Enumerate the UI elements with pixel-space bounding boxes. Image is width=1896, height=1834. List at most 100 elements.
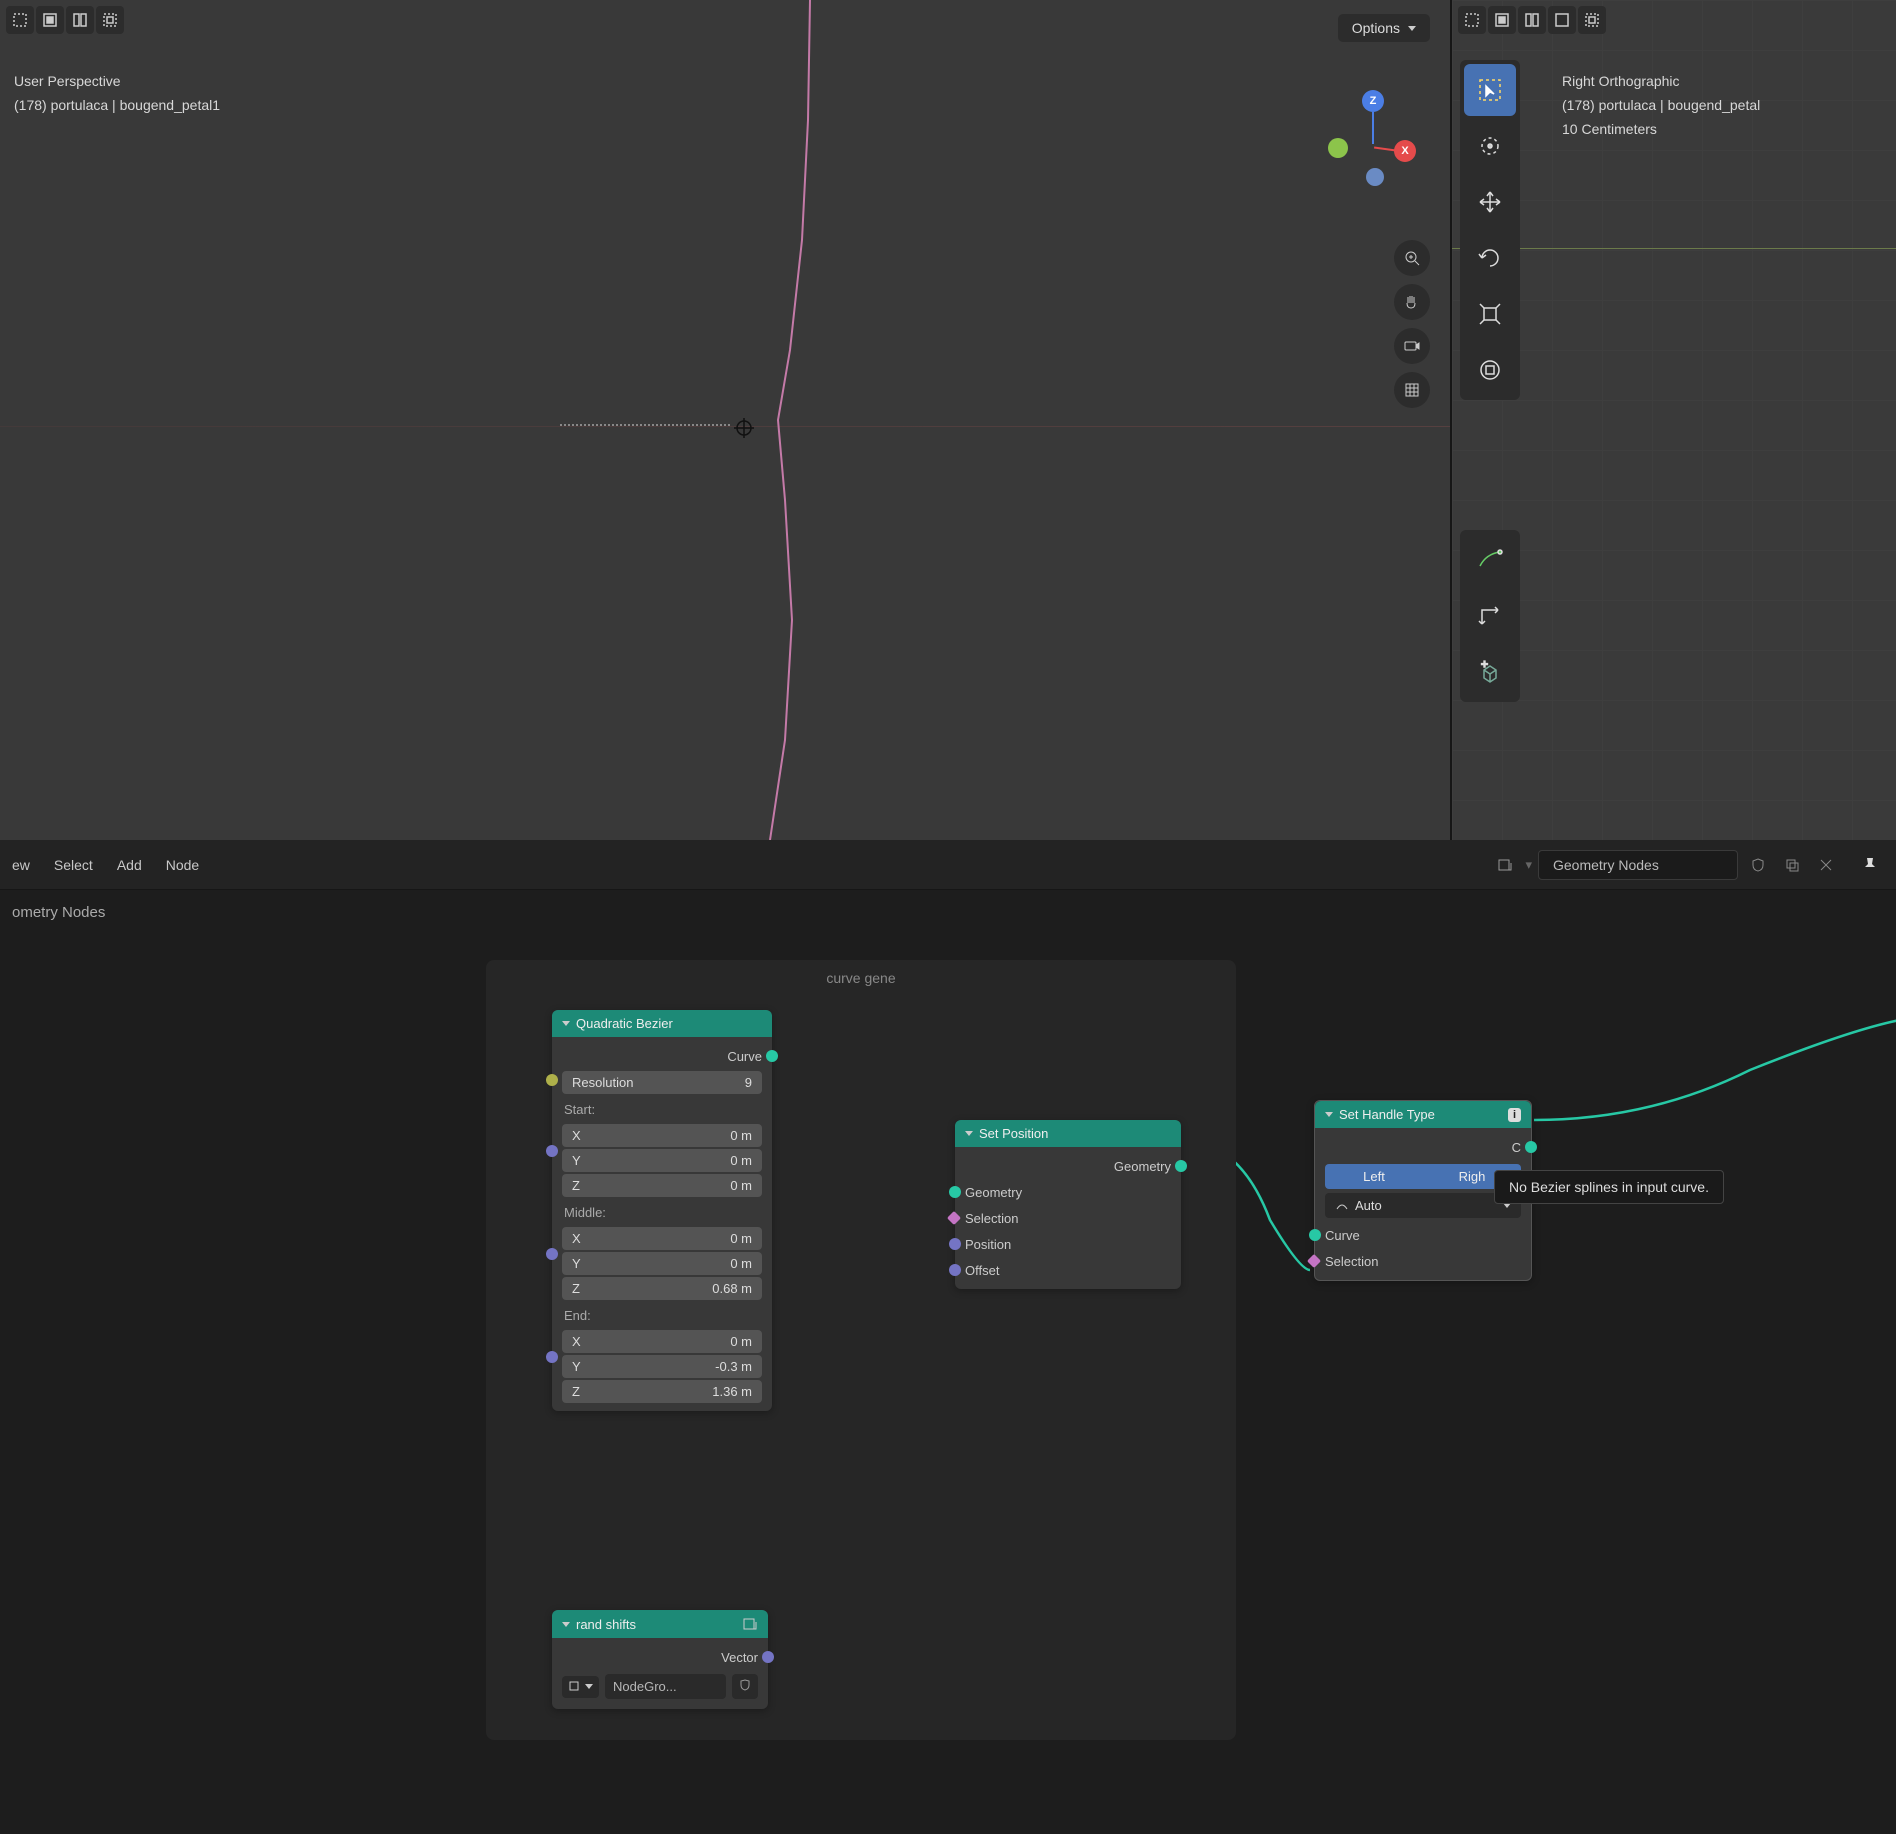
select-mode-1-icon[interactable] bbox=[6, 6, 34, 34]
socket-curve-out[interactable] bbox=[766, 1050, 778, 1062]
frame-label: curve gene bbox=[826, 970, 895, 986]
middle-label: Middle: bbox=[552, 1199, 772, 1225]
node-set-position[interactable]: Set Position Geometry Geometry Selection… bbox=[955, 1120, 1181, 1289]
gizmo-x-axis[interactable]: X bbox=[1394, 140, 1416, 162]
menu-view[interactable]: ew bbox=[12, 857, 30, 873]
socket-end[interactable] bbox=[546, 1351, 558, 1363]
select-mode-2-icon[interactable] bbox=[36, 6, 64, 34]
end-y-field[interactable]: Y-0.3 m bbox=[562, 1355, 762, 1378]
viewport-tools bbox=[1394, 240, 1430, 408]
perspective-icon[interactable] bbox=[1394, 372, 1430, 408]
cursor-tool[interactable] bbox=[1464, 120, 1516, 172]
end-x-field[interactable]: X0 m bbox=[562, 1330, 762, 1353]
toggle-left[interactable]: Left bbox=[1325, 1164, 1423, 1189]
start-label: Start: bbox=[552, 1096, 772, 1122]
navigation-gizmo[interactable]: Z X bbox=[1324, 90, 1414, 180]
socket-geo-in[interactable] bbox=[949, 1186, 961, 1198]
add-cube-tool[interactable]: + bbox=[1464, 646, 1516, 698]
gizmo-y-axis[interactable] bbox=[1328, 138, 1348, 158]
viewport-info-right: Right Orthographic (178) portulaca | bou… bbox=[1562, 70, 1760, 141]
node-quadratic-bezier[interactable]: Quadratic Bezier Curve Resolution9 Start… bbox=[552, 1010, 772, 1411]
scale-label: 10 Centimeters bbox=[1562, 118, 1760, 142]
select-mode-r3-icon[interactable] bbox=[1518, 6, 1546, 34]
view-mode-label-right: Right Orthographic bbox=[1562, 70, 1760, 94]
handle-mode-toggle[interactable]: Left Righ bbox=[1325, 1164, 1521, 1189]
unlink-icon[interactable] bbox=[1812, 851, 1840, 879]
socket-vec-out[interactable] bbox=[762, 1651, 774, 1663]
socket-pos-in[interactable] bbox=[949, 1238, 961, 1250]
group-browse-icon[interactable] bbox=[562, 1676, 599, 1698]
socket-off-in[interactable] bbox=[949, 1264, 961, 1276]
end-z-field[interactable]: Z1.36 m bbox=[562, 1380, 762, 1403]
info-badge-icon[interactable]: i bbox=[1508, 1108, 1521, 1122]
select-mode-3-icon[interactable] bbox=[66, 6, 94, 34]
socket-geo-out[interactable] bbox=[1175, 1160, 1187, 1172]
zoom-icon[interactable] bbox=[1394, 240, 1430, 276]
node-editor[interactable]: ew Select Add Node ▾ Geometry Nodes omet… bbox=[0, 840, 1896, 1834]
camera-icon[interactable] bbox=[1394, 328, 1430, 364]
select-mode-r2-icon[interactable] bbox=[1488, 6, 1516, 34]
start-y-field[interactable]: Y0 m bbox=[562, 1149, 762, 1172]
handle-type-select[interactable]: Auto bbox=[1325, 1193, 1521, 1218]
socket-middle[interactable] bbox=[546, 1248, 558, 1260]
node-rand-shifts[interactable]: rand shifts Vector NodeGro... bbox=[552, 1610, 768, 1709]
start-z-field[interactable]: Z0 m bbox=[562, 1174, 762, 1197]
socket-resolution[interactable] bbox=[546, 1074, 558, 1086]
group-name-field[interactable]: NodeGro... bbox=[605, 1674, 726, 1699]
toolbar-right bbox=[1460, 60, 1520, 400]
gizmo-z-axis[interactable]: Z bbox=[1362, 90, 1384, 112]
mid-y-field[interactable]: Y0 m bbox=[562, 1252, 762, 1275]
shield-icon[interactable] bbox=[732, 1674, 758, 1699]
select-box-tool[interactable] bbox=[1464, 64, 1516, 116]
input-geometry: Geometry bbox=[955, 1179, 1181, 1205]
mid-z-field[interactable]: Z0.68 m bbox=[562, 1277, 762, 1300]
node-title[interactable]: rand shifts bbox=[552, 1610, 768, 1638]
pan-icon[interactable] bbox=[1394, 284, 1430, 320]
scale-tool[interactable] bbox=[1464, 288, 1516, 340]
options-dropdown[interactable]: Options bbox=[1338, 14, 1430, 42]
node-tree-name-input[interactable]: Geometry Nodes bbox=[1538, 850, 1738, 880]
node-title[interactable]: Set Handle Typei bbox=[1315, 1101, 1531, 1128]
socket-sel-in[interactable] bbox=[1307, 1254, 1321, 1268]
start-x-field[interactable]: X0 m bbox=[562, 1124, 762, 1147]
input-selection: Selection bbox=[1315, 1248, 1531, 1274]
mid-x-field[interactable]: X0 m bbox=[562, 1227, 762, 1250]
select-mode-r4-icon[interactable] bbox=[1548, 6, 1576, 34]
selection-mode-icons bbox=[6, 6, 124, 34]
transform-tool[interactable] bbox=[1464, 344, 1516, 396]
select-mode-r1-icon[interactable] bbox=[1458, 6, 1486, 34]
browse-tree-icon[interactable] bbox=[1491, 851, 1519, 879]
node-title[interactable]: Quadratic Bezier bbox=[552, 1010, 772, 1037]
svg-text:+: + bbox=[1481, 658, 1488, 671]
menu-node[interactable]: Node bbox=[166, 857, 199, 873]
gizmo-neg-axis[interactable] bbox=[1366, 168, 1384, 186]
socket-curve-in[interactable] bbox=[1309, 1229, 1321, 1241]
viewport-info: User Perspective (178) portulaca | bouge… bbox=[14, 70, 220, 118]
relationship-line bbox=[560, 424, 730, 426]
viewport-3d-left[interactable]: User Perspective (178) portulaca | bouge… bbox=[0, 0, 1452, 840]
input-selection: Selection bbox=[955, 1205, 1181, 1231]
menu-add[interactable]: Add bbox=[117, 857, 142, 873]
output-curve: Curve bbox=[552, 1043, 772, 1069]
measure-tool[interactable] bbox=[1464, 590, 1516, 642]
object-name-label: (178) portulaca | bougend_petal1 bbox=[14, 94, 220, 118]
annotate-tool[interactable] bbox=[1464, 534, 1516, 586]
resolution-field[interactable]: Resolution9 bbox=[562, 1071, 762, 1094]
viewport-3d-right[interactable]: Right Orthographic (178) portulaca | bou… bbox=[1452, 0, 1896, 840]
menu-select[interactable]: Select bbox=[54, 857, 93, 873]
move-tool[interactable] bbox=[1464, 176, 1516, 228]
pin-icon[interactable] bbox=[1856, 851, 1884, 879]
origin-marker bbox=[734, 418, 754, 438]
duplicate-icon[interactable] bbox=[1778, 851, 1806, 879]
toolbar-right-2: + bbox=[1460, 530, 1520, 702]
output-geometry: Geometry bbox=[955, 1153, 1181, 1179]
socket-curve-out[interactable] bbox=[1525, 1141, 1537, 1153]
select-mode-4-icon[interactable] bbox=[96, 6, 124, 34]
shield-icon[interactable] bbox=[1744, 851, 1772, 879]
warning-tooltip: No Bezier splines in input curve. bbox=[1494, 1170, 1724, 1204]
input-position: Position bbox=[955, 1231, 1181, 1257]
rotate-tool[interactable] bbox=[1464, 232, 1516, 284]
select-mode-r5-icon[interactable] bbox=[1578, 6, 1606, 34]
node-title[interactable]: Set Position bbox=[955, 1120, 1181, 1147]
socket-start[interactable] bbox=[546, 1145, 558, 1157]
